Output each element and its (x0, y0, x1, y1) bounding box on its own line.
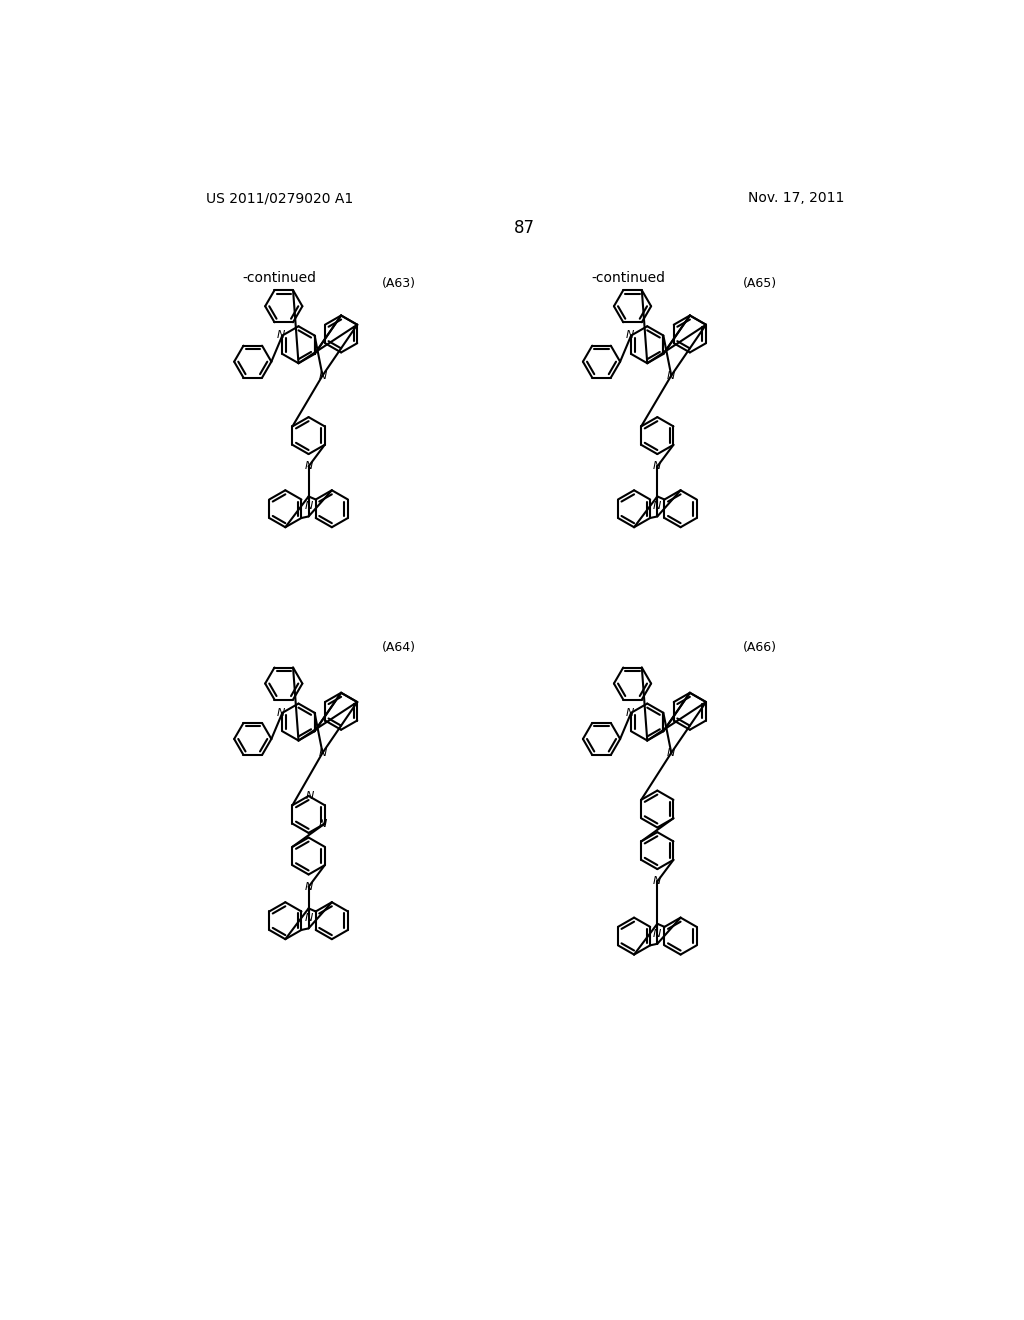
Text: N: N (626, 330, 634, 341)
Text: (A65): (A65) (742, 277, 776, 289)
Text: N: N (667, 371, 676, 380)
Text: US 2011/0279020 A1: US 2011/0279020 A1 (206, 191, 352, 206)
Text: N: N (653, 876, 662, 887)
Text: (A64): (A64) (381, 640, 416, 653)
Text: -continued: -continued (591, 271, 665, 285)
Text: Nov. 17, 2011: Nov. 17, 2011 (748, 191, 844, 206)
Text: N: N (653, 502, 662, 511)
Text: (A66): (A66) (742, 640, 776, 653)
Text: N: N (276, 330, 285, 341)
Text: N: N (318, 748, 327, 758)
Text: N: N (306, 791, 314, 801)
Text: N: N (304, 913, 312, 924)
Text: N: N (318, 371, 327, 380)
Text: -continued: -continued (242, 271, 316, 285)
Text: (A63): (A63) (381, 277, 416, 289)
Text: N: N (304, 462, 312, 471)
Text: N: N (626, 708, 634, 718)
Text: N: N (304, 882, 312, 892)
Text: N: N (318, 818, 328, 829)
Text: N: N (667, 748, 676, 758)
Text: N: N (653, 929, 662, 939)
Text: N: N (276, 708, 285, 718)
Text: N: N (304, 502, 312, 511)
Text: N: N (653, 462, 662, 471)
Text: 87: 87 (514, 219, 536, 236)
